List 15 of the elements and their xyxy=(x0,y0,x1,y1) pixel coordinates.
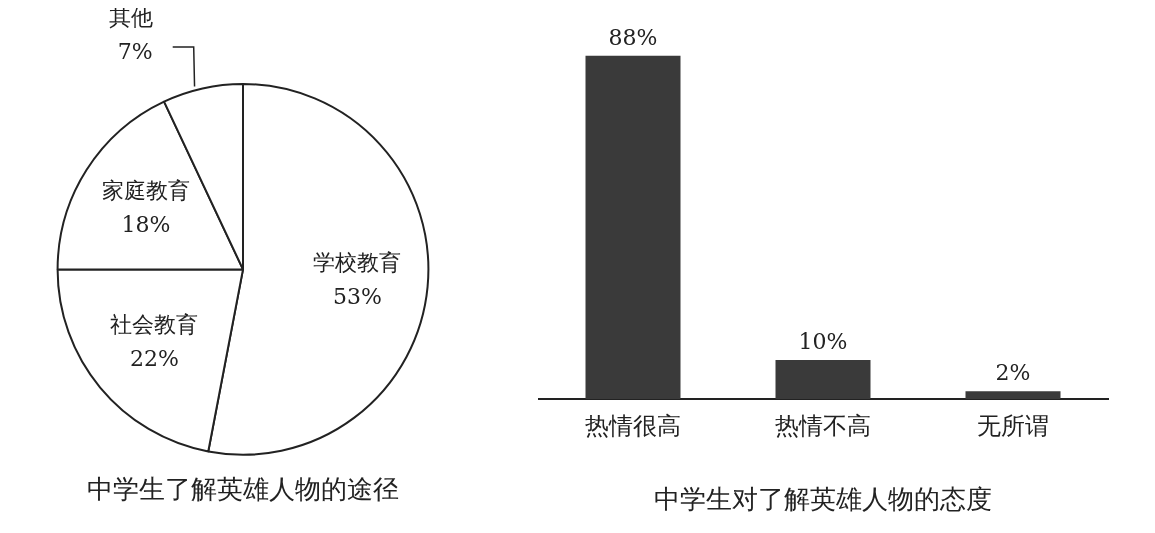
data-label: 7% xyxy=(117,38,153,64)
slice-label: 家庭教育 xyxy=(101,177,190,203)
x-tick-label: 热情不高 xyxy=(775,411,871,440)
data-label: 10% xyxy=(798,328,848,354)
data-label: 2% xyxy=(995,359,1031,385)
data-label: 22% xyxy=(129,346,179,372)
data-label: 88% xyxy=(608,24,658,50)
data-label: 18% xyxy=(121,211,171,237)
text: 中学生了解英雄人物的途径 xyxy=(87,474,399,505)
x-tick-label: 无所谓 xyxy=(977,411,1049,440)
slice-label: 学校教育 xyxy=(313,249,402,275)
data-label: 53% xyxy=(332,283,382,309)
x-tick-label: 热情很高 xyxy=(585,411,681,440)
slice-label: 社会教育 xyxy=(110,312,199,338)
text: 中学生对了解英雄人物的态度 xyxy=(654,484,992,515)
